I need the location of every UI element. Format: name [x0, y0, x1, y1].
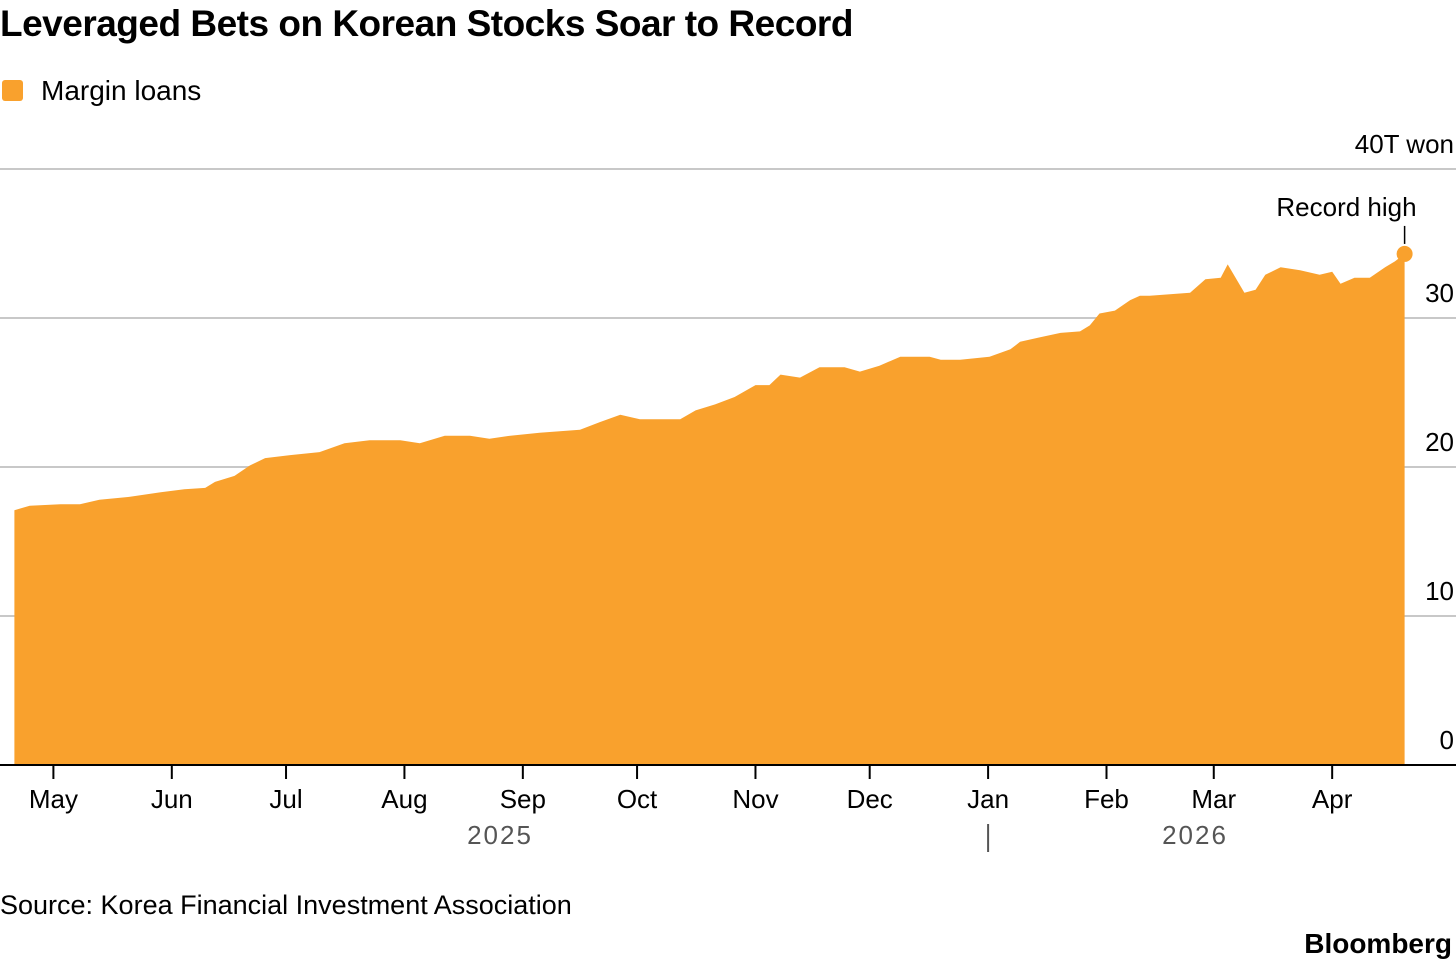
- y-tick-label: 0: [1440, 725, 1454, 755]
- legend-swatch: [2, 80, 23, 101]
- source: Source: Korea Financial Investment Assoc…: [0, 890, 572, 920]
- y-tick-label: 10: [1425, 576, 1454, 606]
- x-tick-label: Dec: [847, 784, 893, 814]
- x-tick-label: Apr: [1312, 784, 1353, 814]
- chart-title: Leveraged Bets on Korean Stocks Soar to …: [0, 3, 853, 44]
- x-tick-label: Sep: [500, 784, 546, 814]
- record-marker: [1396, 245, 1413, 262]
- brand: Bloomberg: [1304, 928, 1452, 959]
- y-tick-label: 30: [1425, 278, 1454, 308]
- x-tick-label: Jan: [967, 784, 1009, 814]
- legend-label: Margin loans: [41, 75, 201, 106]
- x-tick-label: Jul: [269, 784, 302, 814]
- x-tick-label: Nov: [732, 784, 778, 814]
- x-tick-label: May: [29, 784, 78, 814]
- x-tick-label: Jun: [151, 784, 193, 814]
- annotation: Record high: [1276, 192, 1416, 222]
- y-tick-label: 40T won: [1355, 129, 1454, 159]
- x-tick-label: Oct: [617, 784, 658, 814]
- year-label: 2026: [1162, 820, 1228, 850]
- year-label: 2025: [467, 820, 533, 850]
- x-tick-label: Mar: [1191, 784, 1236, 814]
- x-tick-label: Feb: [1084, 784, 1129, 814]
- y-tick-label: 20: [1425, 427, 1454, 457]
- area: [14, 253, 1405, 765]
- x-tick-label: Aug: [381, 784, 427, 814]
